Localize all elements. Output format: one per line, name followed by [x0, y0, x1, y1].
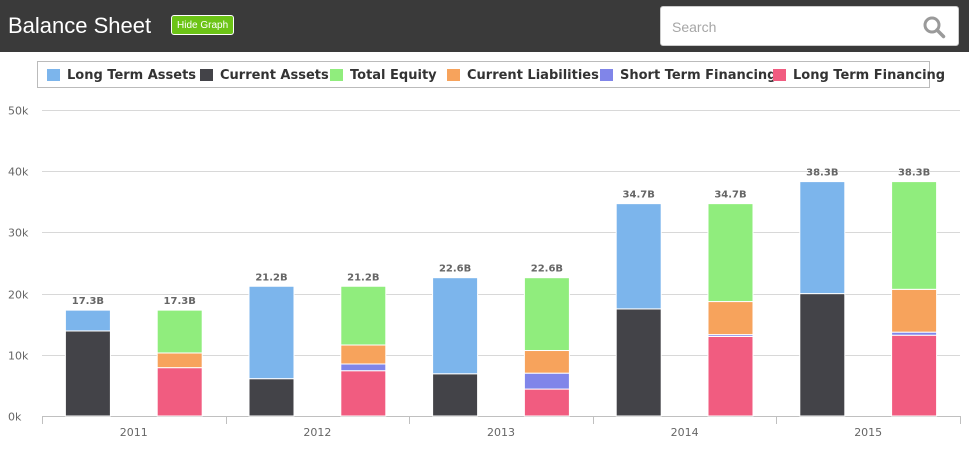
- bar-total-equity: [891, 181, 938, 290]
- y-tick-label: 0k: [8, 411, 22, 424]
- bar-long-term-assets: [615, 203, 662, 310]
- bar-total-label: 22.6B: [439, 264, 471, 275]
- bar-long-term-financing: [156, 367, 203, 417]
- legend-label: Current Assets: [220, 68, 329, 83]
- legend-swatch: [200, 69, 213, 81]
- legend-label: Long Term Financing: [793, 68, 946, 83]
- y-tick-label: 20k: [8, 289, 29, 302]
- bar-total-label: 38.3B: [806, 168, 838, 179]
- bar-current-assets: [248, 378, 295, 417]
- bar-long-term-financing: [340, 370, 387, 417]
- bar-total-equity: [707, 203, 754, 303]
- x-tick-label: 2014: [671, 426, 699, 439]
- bar-long-term-assets: [432, 277, 479, 375]
- hide-graph-button[interactable]: Hide Graph: [171, 15, 235, 35]
- bar-current-liabilities: [891, 288, 938, 333]
- y-tick-label: 50k: [8, 105, 29, 118]
- legend-swatch: [47, 69, 60, 81]
- legend-label: Current Liabilities: [467, 68, 599, 83]
- header-bar: Balance Sheet Hide Graph: [0, 0, 969, 52]
- bar-total-label: 21.2B: [255, 272, 287, 283]
- bar-total-label: 17.3B: [72, 296, 104, 307]
- x-tick-label: 2013: [487, 426, 515, 439]
- bar-total-equity: [523, 277, 570, 352]
- legend-swatch: [330, 69, 343, 81]
- x-tick-label: 2015: [854, 426, 882, 439]
- legend-swatch: [447, 69, 460, 81]
- bar-short-term-financing: [340, 363, 387, 372]
- search-box: [660, 6, 959, 46]
- legend-label: Long Term Assets: [67, 68, 197, 83]
- y-tick-label: 10k: [8, 350, 29, 363]
- x-tick-label: 2012: [303, 426, 331, 439]
- bar-current-liabilities: [340, 344, 387, 365]
- bar-total-label: 38.3B: [898, 168, 930, 179]
- bar-long-term-assets: [799, 181, 846, 295]
- search-input[interactable]: [670, 15, 914, 39]
- bar-current-liabilities: [156, 352, 203, 369]
- bar-current-assets: [615, 308, 662, 417]
- bar-current-assets: [799, 293, 846, 417]
- bar-total-label: 22.6B: [531, 264, 563, 275]
- bar-current-assets: [64, 330, 111, 417]
- legend-swatch: [773, 69, 786, 81]
- y-tick-label: 40k: [8, 166, 29, 179]
- y-tick-label: 30k: [8, 227, 29, 240]
- legend-label: Short Term Financing: [620, 68, 777, 83]
- bar-long-term-assets: [248, 285, 295, 380]
- bar-long-term-financing: [707, 335, 754, 417]
- bar-total-label: 17.3B: [164, 296, 196, 307]
- page-title: Balance Sheet: [8, 13, 152, 38]
- search-icon[interactable]: [922, 15, 946, 39]
- bar-current-assets: [432, 373, 479, 417]
- bar-total-equity: [340, 285, 387, 346]
- chart-legend: Long Term Assets Current Assets Total Equi…: [37, 61, 945, 88]
- balance-sheet-chart: 0k 10k 20k 30k 40k 50k 2011 2012 2013 2014 2015 17.…: [8, 105, 961, 439]
- bar-current-liabilities: [523, 350, 570, 374]
- bar-long-term-financing: [891, 334, 938, 417]
- bar-current-liabilities: [707, 301, 754, 336]
- bar-long-term-assets: [64, 309, 111, 332]
- bar-total-label: 21.2B: [347, 272, 379, 283]
- bar-short-term-financing: [523, 372, 570, 390]
- x-tick-label: 2011: [120, 426, 148, 439]
- bar-long-term-financing: [523, 388, 570, 417]
- bar-total-label: 34.7B: [623, 190, 655, 201]
- bar-total-label: 34.7B: [714, 190, 746, 201]
- bar-total-equity: [156, 309, 203, 354]
- legend-swatch: [600, 69, 613, 81]
- legend-label: Total Equity: [350, 68, 437, 83]
